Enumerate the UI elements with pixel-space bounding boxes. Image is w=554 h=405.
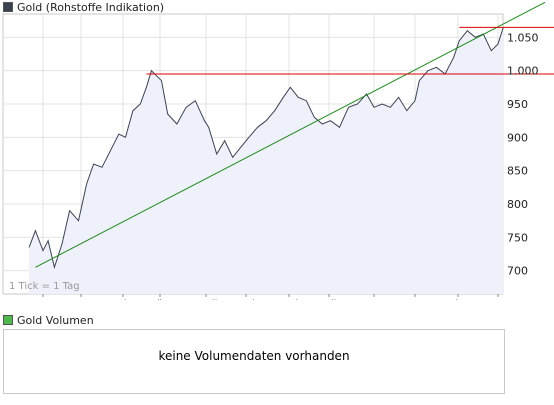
- x-tick-label: Mai: [237, 299, 255, 300]
- x-tick-label: April: [195, 299, 218, 300]
- x-tick-label: Juni: [279, 299, 298, 300]
- y-tick-label: 1.050: [507, 31, 539, 44]
- volume-legend-swatch: [3, 315, 13, 325]
- x-tick-label: Nov.: [487, 299, 509, 300]
- volume-panel: keine Volumendaten vorhanden: [3, 329, 505, 394]
- x-tick-label: Juli: [321, 299, 337, 300]
- y-tick-label: 750: [507, 231, 528, 244]
- x-tick-label: Aug.: [363, 299, 386, 300]
- x-tick-label: Sep.: [404, 299, 426, 300]
- x-tick-label: Feb.: [113, 299, 134, 300]
- y-tick-label: 900: [507, 131, 528, 144]
- y-tick-label: 850: [507, 165, 528, 178]
- x-tick-label: Okt.: [448, 299, 469, 300]
- volume-empty-message: keine Volumendaten vorhanden: [158, 349, 350, 363]
- volume-legend: Gold Volumen: [3, 313, 94, 327]
- price-legend-swatch: [3, 2, 13, 12]
- x-tick-label: März: [148, 299, 172, 300]
- y-tick-label: 800: [507, 198, 528, 211]
- price-legend-label: Gold (Rohstoffe Indikation): [17, 0, 165, 14]
- x-tick-label: Dez.: [32, 299, 54, 300]
- price-line: [28, 27, 504, 270]
- y-tick-label: 950: [507, 98, 528, 111]
- y-tick-label: 700: [507, 265, 528, 278]
- price-legend: Gold (Rohstoffe Indikation): [3, 0, 164, 14]
- volume-legend-label: Gold Volumen: [17, 313, 94, 327]
- y-tick-label: 1.000: [507, 65, 539, 78]
- support-trend-line: [35, 1, 546, 268]
- price-chart: 700 750 800 850 900 950 1.000 1.050 Dez. Jan. Feb.…: [2, 1, 554, 300]
- x-tick-label: Jan.: [71, 299, 91, 300]
- tick-note: 1 Tick = 1 Tag: [9, 281, 80, 292]
- price-area-fill: [29, 27, 504, 295]
